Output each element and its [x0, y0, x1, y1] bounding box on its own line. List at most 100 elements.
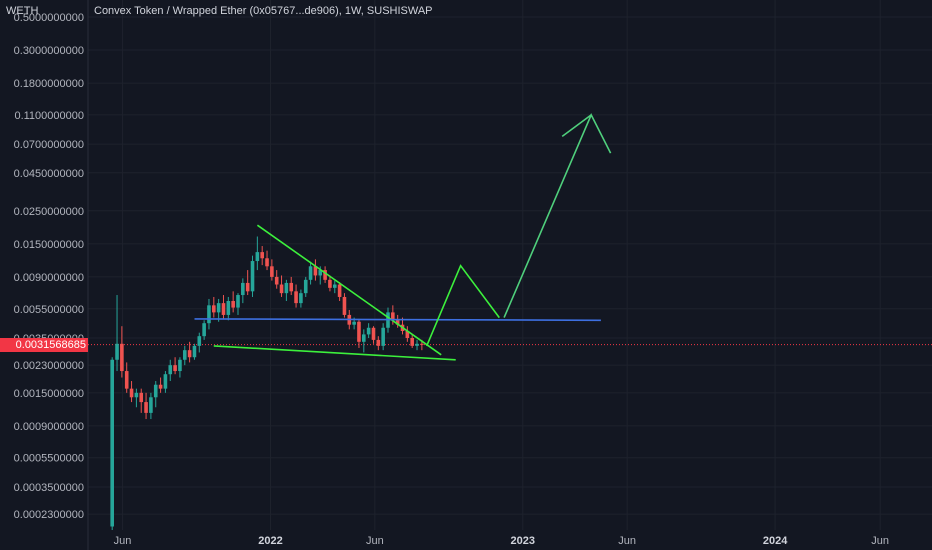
time-axis[interactable]: Jun 2022 Jun 2023 Jun 2024 Jun: [114, 535, 889, 547]
candle: [197, 332, 202, 353]
candle: [260, 246, 264, 266]
x-tick-label: Jun: [618, 535, 636, 547]
y-tick-label: 0.1100000000: [14, 110, 84, 122]
candle-body: [250, 261, 255, 292]
candle: [415, 339, 419, 351]
candle-body: [328, 279, 332, 288]
y-tick-label: 0.3000000000: [14, 45, 84, 57]
candle-body: [207, 305, 211, 324]
candle: [158, 377, 163, 393]
candle: [129, 381, 134, 403]
candle-body: [192, 345, 197, 358]
candle-body: [178, 359, 182, 372]
candle: [357, 318, 361, 348]
candle: [153, 381, 158, 408]
candle-body: [173, 365, 177, 372]
candle-body: [110, 359, 114, 527]
candle-body: [236, 295, 240, 308]
y-tick-label: 0.0450000000: [14, 168, 84, 180]
candle: [308, 261, 313, 285]
candle-body: [337, 284, 342, 297]
candle-body: [410, 338, 414, 346]
candle: [149, 392, 153, 420]
y-tick-label: 0.0015000000: [14, 388, 84, 400]
candle-body: [216, 303, 221, 313]
candle-body: [284, 282, 289, 294]
candle: [134, 388, 139, 408]
candle: [144, 392, 148, 420]
candle-body: [381, 327, 385, 346]
candle-body: [274, 276, 279, 285]
horizontal-level[interactable]: [194, 318, 601, 322]
candle-body: [197, 336, 202, 346]
x-tick-label: 2023: [511, 535, 535, 547]
candle: [192, 343, 197, 360]
candle-body: [115, 343, 119, 360]
candle-body: [323, 270, 327, 280]
candle: [323, 266, 327, 283]
candle: [139, 388, 144, 413]
candle-body: [265, 258, 269, 267]
x-tick-label: Jun: [871, 535, 889, 547]
drawings[interactable]: [194, 113, 612, 361]
candle: [231, 291, 235, 313]
y-tick-label: 0.0250000000: [14, 206, 84, 218]
y-tick-label: 0.1800000000: [14, 78, 84, 90]
candle-body: [376, 339, 381, 346]
candle-body: [279, 284, 284, 294]
candle-body: [120, 343, 124, 372]
candle: [226, 296, 231, 321]
candle: [202, 320, 206, 340]
candle-body: [342, 296, 347, 315]
candle: [207, 298, 211, 330]
candle: [178, 357, 182, 378]
projection-path[interactable]: [425, 264, 500, 347]
projection-entry[interactable]: [561, 114, 592, 138]
candle-body: [134, 392, 139, 398]
candle-body: [270, 266, 274, 277]
candle: [381, 323, 385, 351]
candle: [255, 236, 260, 271]
candle-body: [255, 252, 260, 262]
candle-body: [405, 331, 410, 339]
candle: [216, 298, 221, 322]
candle: [284, 279, 289, 302]
candle-body: [362, 334, 366, 342]
candle: [328, 275, 332, 292]
support-trendline[interactable]: [213, 345, 456, 361]
candle: [120, 326, 124, 378]
candle: [410, 334, 414, 348]
candle: [376, 336, 381, 351]
resistance-trendline[interactable]: [256, 224, 442, 356]
candle-body: [153, 384, 158, 398]
candle-body: [260, 252, 264, 259]
grid: [88, 0, 932, 530]
candle-body: [144, 402, 148, 413]
candle-body: [139, 392, 144, 403]
candle-body: [202, 323, 206, 337]
candle-body: [420, 343, 424, 345]
candle-body: [391, 312, 395, 321]
candle-body: [332, 284, 337, 288]
x-tick-label: Jun: [114, 535, 132, 547]
candle-body: [129, 388, 134, 398]
candle: [342, 293, 347, 318]
candle: [274, 270, 279, 289]
y-tick-label: 0.0002300000: [14, 509, 84, 521]
price-axis[interactable]: 0.5000000000 0.3000000000 0.1800000000 0.11…: [14, 12, 84, 521]
candle-body: [308, 266, 313, 280]
candle-body: [294, 291, 298, 304]
candle-body: [187, 350, 192, 358]
candle: [241, 278, 245, 304]
candle: [395, 314, 400, 328]
candle: [236, 293, 240, 315]
y-tick-label: 0.5000000000: [14, 12, 84, 24]
chart-title[interactable]: Convex Token / Wrapped Ether (0x05767...…: [94, 5, 433, 17]
candle-body: [168, 365, 173, 375]
candle: [110, 357, 114, 530]
x-tick-label: 2022: [258, 535, 282, 547]
candle-body: [357, 321, 361, 342]
candle-body: [241, 282, 245, 296]
